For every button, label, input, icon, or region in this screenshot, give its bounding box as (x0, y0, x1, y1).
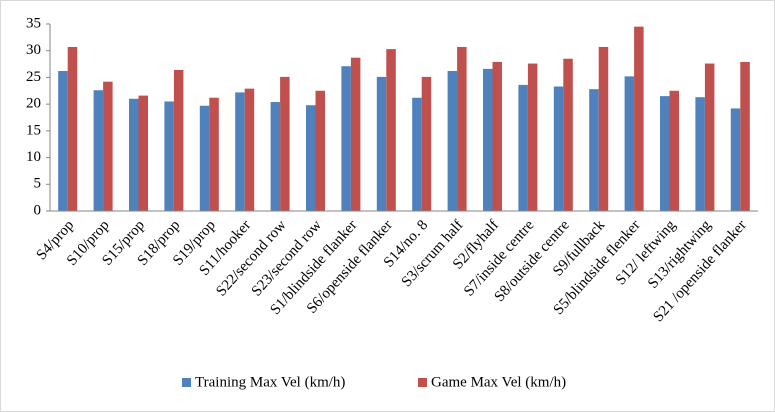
y-tick-label: 25 (26, 69, 41, 85)
bar (103, 81, 113, 212)
bar (730, 108, 741, 211)
legend-swatch (182, 378, 191, 387)
bar (270, 102, 281, 211)
bar (244, 88, 255, 211)
bar (350, 57, 361, 211)
y-tick-label: 10 (26, 149, 41, 165)
y-tick-label: 15 (26, 122, 41, 138)
bar (527, 63, 538, 212)
bar (412, 97, 422, 211)
bar (492, 61, 502, 212)
bar (563, 58, 573, 211)
bar (173, 69, 184, 211)
bar (138, 95, 148, 211)
bar (483, 68, 493, 211)
bar (164, 101, 174, 211)
y-tick-label: 30 (26, 42, 41, 58)
y-tick-label: 20 (26, 96, 41, 112)
bar (209, 97, 219, 211)
bar (306, 105, 316, 211)
bar (740, 61, 750, 212)
bar (386, 49, 396, 212)
bar (634, 26, 644, 211)
y-tick-label: 5 (34, 176, 42, 192)
bar (341, 66, 351, 211)
bar (553, 86, 564, 211)
bar (457, 46, 467, 211)
bar (376, 76, 387, 211)
legend-label: Game Max Vel (km/h) (431, 374, 566, 390)
bar (660, 96, 670, 211)
bar (315, 90, 325, 211)
bar (695, 97, 705, 211)
bar (199, 105, 210, 211)
bar (669, 90, 679, 211)
bar (624, 76, 635, 211)
bar (447, 71, 458, 211)
legend-swatch (418, 378, 427, 387)
bar (129, 98, 139, 211)
y-tick-label: 35 (26, 15, 41, 31)
bar (704, 63, 715, 212)
bar (280, 76, 290, 211)
bar (598, 46, 609, 211)
bar (589, 89, 599, 211)
bar (518, 84, 528, 211)
y-tick-label: 0 (34, 202, 42, 218)
bar (93, 90, 104, 211)
bar (235, 92, 245, 211)
bar (67, 46, 78, 211)
bar (421, 76, 432, 211)
legend-label: Training Max Vel (km/h) (195, 374, 345, 390)
bar (58, 71, 68, 211)
